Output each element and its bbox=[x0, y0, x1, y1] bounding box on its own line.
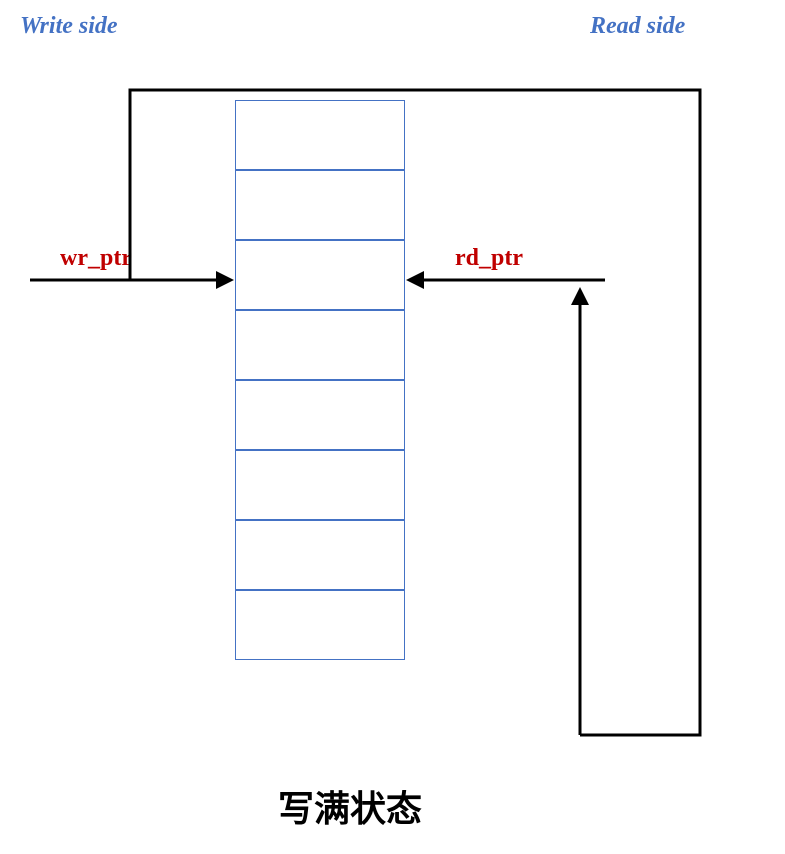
diagram-caption: 写满状态 bbox=[200, 780, 500, 832]
fifo-cell bbox=[235, 240, 405, 310]
fifo-cell bbox=[235, 310, 405, 380]
fifo-cell bbox=[235, 590, 405, 660]
fifo-cell bbox=[235, 380, 405, 450]
wr-ptr-label: wr_ptr bbox=[60, 245, 132, 272]
fifo-cell bbox=[235, 450, 405, 520]
fifo-cell bbox=[235, 520, 405, 590]
fifo-cell bbox=[235, 100, 405, 170]
wrap-path bbox=[130, 90, 700, 735]
rd-ptr-label: rd_ptr bbox=[455, 245, 523, 272]
read-side-label: Read side bbox=[590, 13, 685, 40]
write-side-label: Write side bbox=[20, 13, 118, 40]
fifo-cell bbox=[235, 170, 405, 240]
